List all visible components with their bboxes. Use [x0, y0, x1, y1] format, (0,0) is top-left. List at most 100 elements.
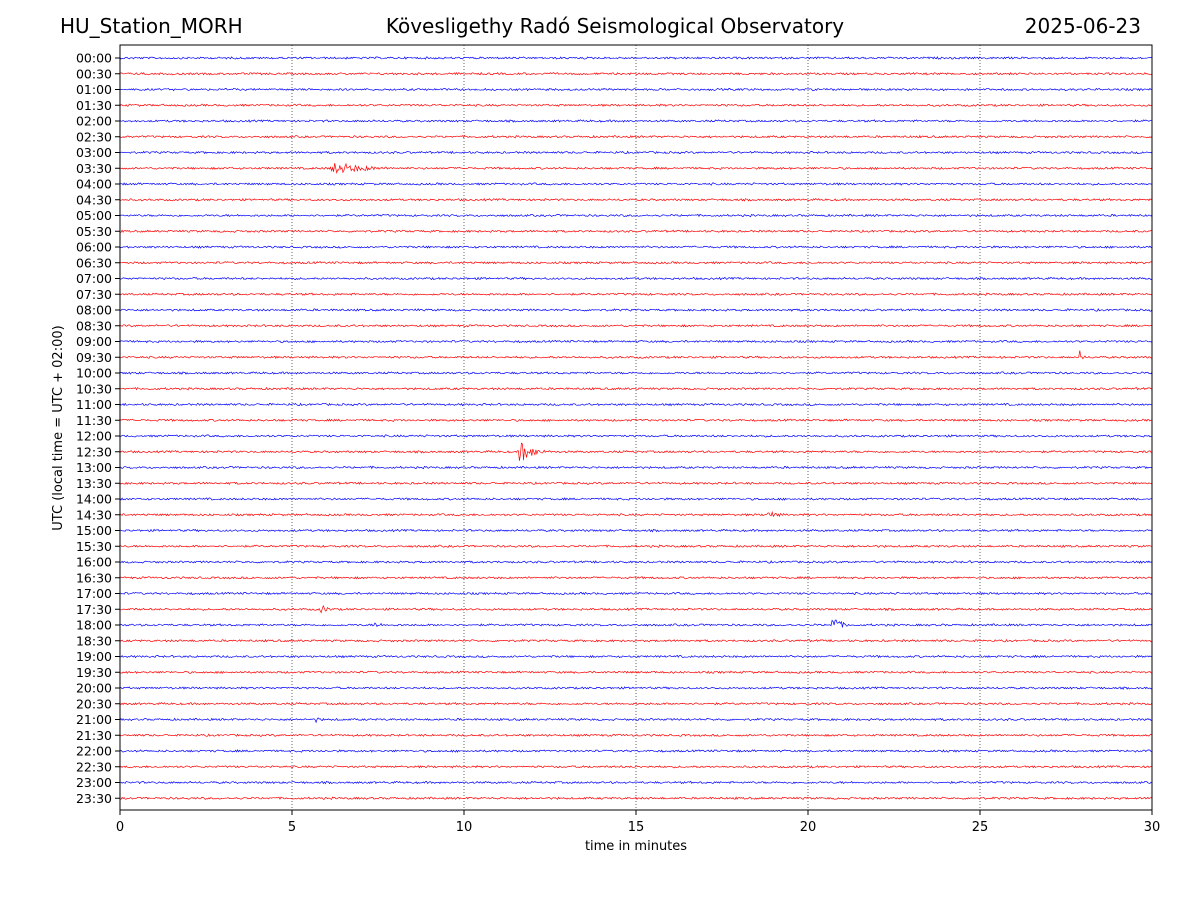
trace-row-0200 — [119, 119, 1153, 123]
trace-row-1530 — [120, 544, 1153, 548]
y-tick-label: 18:00 — [76, 618, 112, 633]
y-tick-label: 00:30 — [76, 66, 112, 81]
trace-row-0100 — [119, 87, 1153, 92]
y-tick-label: 06:00 — [76, 240, 112, 255]
y-tick-label: 22:30 — [76, 759, 112, 774]
x-tick-label: 30 — [1144, 820, 1161, 835]
trace-row-0800 — [119, 308, 1153, 312]
trace-row-0130 — [119, 103, 1153, 108]
trace-row-1700 — [119, 591, 1153, 596]
y-tick-label: 10:00 — [76, 366, 112, 381]
y-tick-label: 05:30 — [76, 224, 112, 239]
trace-row-1900 — [119, 654, 1153, 659]
x-tick-label: 15 — [628, 820, 645, 835]
trace-row-2130 — [119, 733, 1153, 738]
y-tick-label: 17:30 — [76, 602, 112, 617]
y-tick-label: 17:00 — [76, 586, 112, 601]
y-tick-label: 01:00 — [76, 82, 112, 97]
trace-row-0700 — [120, 276, 1153, 281]
y-tick-label: 14:00 — [76, 492, 112, 507]
y-tick-label: 22:00 — [76, 744, 112, 759]
y-tick-label: 00:00 — [76, 51, 112, 66]
trace-row-1400 — [119, 497, 1153, 501]
y-tick-label: 19:00 — [76, 649, 112, 664]
grid-lines — [291, 45, 981, 810]
y-tick-label: 05:00 — [76, 208, 112, 223]
y-tick-label: 12:30 — [76, 444, 112, 459]
y-tick-label: 09:00 — [76, 334, 112, 349]
trace-row-0400 — [119, 182, 1153, 186]
trace-row-2000 — [119, 686, 1153, 690]
y-tick-label: 03:30 — [76, 161, 112, 176]
x-tick-label: 25 — [972, 820, 989, 835]
y-tick-label: 23:30 — [76, 791, 112, 806]
y-tick-label: 04:30 — [76, 192, 112, 207]
x-tick-label: 5 — [288, 820, 296, 835]
y-tick-label: 12:00 — [76, 429, 112, 444]
y-tick-label: 15:30 — [76, 539, 112, 554]
y-tick-label: 20:00 — [76, 681, 112, 696]
y-tick-label: 11:30 — [76, 413, 112, 428]
trace-row-1600 — [119, 560, 1153, 564]
trace-row-1630 — [119, 575, 1153, 580]
x-tick-label: 20 — [800, 820, 817, 835]
y-tick-label: 23:00 — [76, 775, 112, 790]
y-tick-label: 04:00 — [76, 177, 112, 192]
trace-row-1130 — [119, 418, 1152, 423]
trace-row-1000 — [119, 371, 1153, 375]
y-tick-label: 16:30 — [76, 570, 112, 585]
y-axis-label: UTC (local time = UTC + 02:00) — [51, 325, 66, 530]
y-tick-label: 10:30 — [76, 381, 112, 396]
y-tick-label: 15:00 — [76, 523, 112, 538]
y-tick-label: 14:30 — [76, 507, 112, 522]
y-tick-label: 21:30 — [76, 728, 112, 743]
trace-row-1500 — [119, 528, 1153, 533]
y-tick-label: 07:00 — [76, 271, 112, 286]
trace-row-1300 — [119, 465, 1152, 470]
y-tick-label: 19:30 — [76, 665, 112, 680]
trace-row-2330 — [119, 796, 1153, 800]
trace-row-1930 — [119, 670, 1153, 675]
trace-row-0500 — [119, 213, 1153, 218]
trace-row-1330 — [119, 481, 1153, 486]
trace-row-1730 — [120, 604, 1153, 614]
date-label: 2025-06-23 — [1024, 14, 1141, 38]
y-tick-label: 02:30 — [76, 129, 112, 144]
trace-row-2300 — [120, 780, 1153, 785]
y-tick-label: 02:00 — [76, 114, 112, 129]
trace-row-1430 — [119, 510, 1153, 518]
trace-row-1200 — [119, 434, 1153, 438]
x-tick-label: 0 — [116, 820, 124, 835]
trace-row-0900 — [119, 339, 1153, 344]
trace-row-2030 — [119, 701, 1153, 706]
y-tick-label: 18:30 — [76, 633, 112, 648]
x-tick-label: 10 — [456, 820, 473, 835]
y-tick-label: 13:00 — [76, 460, 112, 475]
trace-row-0030 — [119, 71, 1153, 76]
trace-row-0330 — [119, 162, 1153, 174]
trace-row-1800 — [119, 619, 1153, 628]
trace-row-0300 — [119, 150, 1153, 155]
trace-row-0430 — [119, 197, 1153, 202]
y-tick-label: 13:30 — [76, 476, 112, 491]
trace-row-0730 — [119, 292, 1153, 296]
trace-row-2230 — [119, 764, 1153, 769]
trace-row-1100 — [119, 402, 1153, 407]
trace-row-2100 — [119, 717, 1153, 724]
trace-row-0630 — [119, 261, 1153, 265]
y-tick-label: 20:30 — [76, 696, 112, 711]
trace-row-1230 — [119, 442, 1153, 461]
trace-row-1830 — [119, 638, 1153, 643]
station-name: HU_Station_MORH — [60, 14, 243, 38]
y-tick-label: 07:30 — [76, 287, 112, 302]
y-tick-label: 16:00 — [76, 555, 112, 570]
trace-row-0230 — [119, 134, 1153, 139]
y-axis-ticks: 00:0000:3001:0001:3002:0002:3003:0003:30… — [76, 51, 120, 806]
y-tick-label: 03:00 — [76, 145, 112, 160]
y-tick-label: 01:30 — [76, 98, 112, 113]
trace-row-0600 — [119, 245, 1153, 249]
x-axis-ticks: 0 5 10 15 20 25 30 — [116, 810, 1160, 835]
x-axis-label: time in minutes — [585, 839, 687, 854]
y-tick-label: 09:30 — [76, 350, 112, 365]
